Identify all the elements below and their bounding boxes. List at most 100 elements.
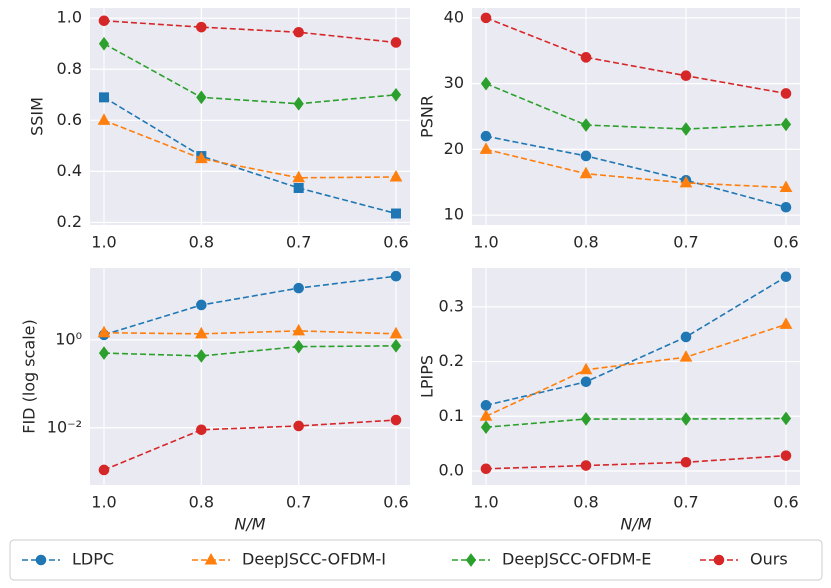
x-axis-label: N/M: [620, 515, 651, 534]
x-tick-label: 0.8: [573, 493, 598, 512]
marker: [97, 325, 111, 338]
plot-area: [472, 8, 800, 225]
marker: [99, 92, 109, 103]
marker: [98, 464, 110, 476]
marker: [293, 96, 304, 111]
x-tick-label: 0.7: [673, 493, 698, 512]
marker: [390, 87, 402, 102]
marker: [480, 420, 492, 435]
marker: [293, 339, 304, 354]
marker: [479, 409, 493, 421]
marker: [194, 326, 208, 339]
x-tick-label: 1.0: [91, 493, 116, 512]
marker: [390, 37, 402, 48]
marker: [465, 553, 477, 567]
marker: [390, 339, 402, 353]
x-tick-label: 0.6: [773, 493, 798, 512]
marker: [389, 169, 403, 182]
series-line: [103, 19, 397, 44]
y-tick-label: 0.3: [439, 296, 464, 315]
series-line: [103, 96, 397, 215]
x-tick-label: 0.7: [286, 233, 311, 252]
marker: [480, 76, 492, 91]
series-line: [103, 419, 397, 471]
marker: [580, 460, 592, 471]
marker: [713, 554, 725, 566]
plot-area: [472, 268, 800, 485]
x-tick-label: 0.7: [286, 493, 311, 512]
x-axis-label: N/M: [234, 515, 265, 534]
marker: [679, 175, 693, 188]
marker: [780, 88, 792, 99]
y-tick-label: 0.0: [439, 460, 464, 479]
marker: [293, 26, 304, 38]
marker: [196, 299, 207, 311]
y-tick-label: 0.6: [57, 110, 82, 129]
y-axis-label: FID (log scale): [20, 319, 39, 434]
series-line: [485, 82, 787, 130]
y-tick-label: 10⁻²: [47, 417, 82, 436]
marker: [196, 90, 207, 105]
y-tick-label: 0.8: [57, 59, 82, 78]
marker: [680, 331, 692, 343]
plot-area: [90, 8, 410, 225]
y-tick-label: 10⁰: [55, 329, 82, 348]
marker: [389, 326, 403, 339]
marker: [580, 118, 592, 132]
legend-box: [9, 539, 823, 581]
marker: [97, 113, 111, 125]
x-tick-label: 1.0: [473, 493, 498, 512]
marker: [780, 201, 792, 213]
marker: [196, 424, 207, 436]
y-tick-label: 40: [444, 7, 464, 26]
x-tick-label: 0.8: [189, 493, 214, 512]
series-line: [103, 43, 397, 105]
legend-label: DeepJSCC-OFDM-E: [502, 550, 651, 569]
marker: [194, 151, 208, 164]
y-tick-label: 10: [444, 205, 464, 224]
x-tick-label: 1.0: [91, 233, 116, 252]
marker: [680, 122, 692, 136]
plot-area: [90, 268, 410, 485]
marker: [390, 414, 402, 426]
marker: [779, 317, 793, 329]
marker: [98, 346, 110, 360]
y-axis-label: SSIM: [28, 97, 47, 136]
series-line: [485, 135, 787, 209]
legend-label: Ours: [750, 550, 788, 569]
series-line: [485, 276, 787, 407]
x-tick-label: 0.8: [189, 233, 214, 252]
marker: [579, 362, 593, 375]
y-tick-label: 20: [444, 139, 464, 158]
legend-label: DeepJSCC-OFDM-I: [242, 550, 386, 569]
series-line: [485, 17, 787, 95]
marker: [480, 400, 492, 411]
marker: [579, 166, 593, 179]
x-tick-label: 0.6: [383, 233, 408, 252]
marker: [292, 323, 306, 336]
marker: [293, 282, 304, 294]
marker: [293, 420, 304, 432]
legend-label: LDPC: [72, 550, 114, 569]
x-tick-label: 1.0: [473, 233, 498, 252]
marker: [391, 208, 401, 219]
y-tick-label: 1.0: [57, 8, 82, 27]
marker: [480, 12, 492, 24]
y-tick-label: 0.1: [439, 406, 464, 425]
marker: [780, 411, 792, 426]
y-tick-label: 30: [444, 73, 464, 92]
marker: [679, 350, 693, 362]
series-line: [103, 330, 397, 335]
marker: [780, 450, 792, 461]
marker: [480, 130, 492, 142]
marker: [780, 271, 792, 283]
marker: [580, 412, 592, 426]
marker: [35, 554, 47, 566]
marker: [680, 456, 692, 468]
marker: [479, 142, 493, 154]
y-tick-label: 0.2: [57, 212, 82, 231]
series-line: [485, 148, 787, 189]
y-axis-label: PSNR: [418, 95, 437, 138]
series-line: [103, 119, 397, 179]
